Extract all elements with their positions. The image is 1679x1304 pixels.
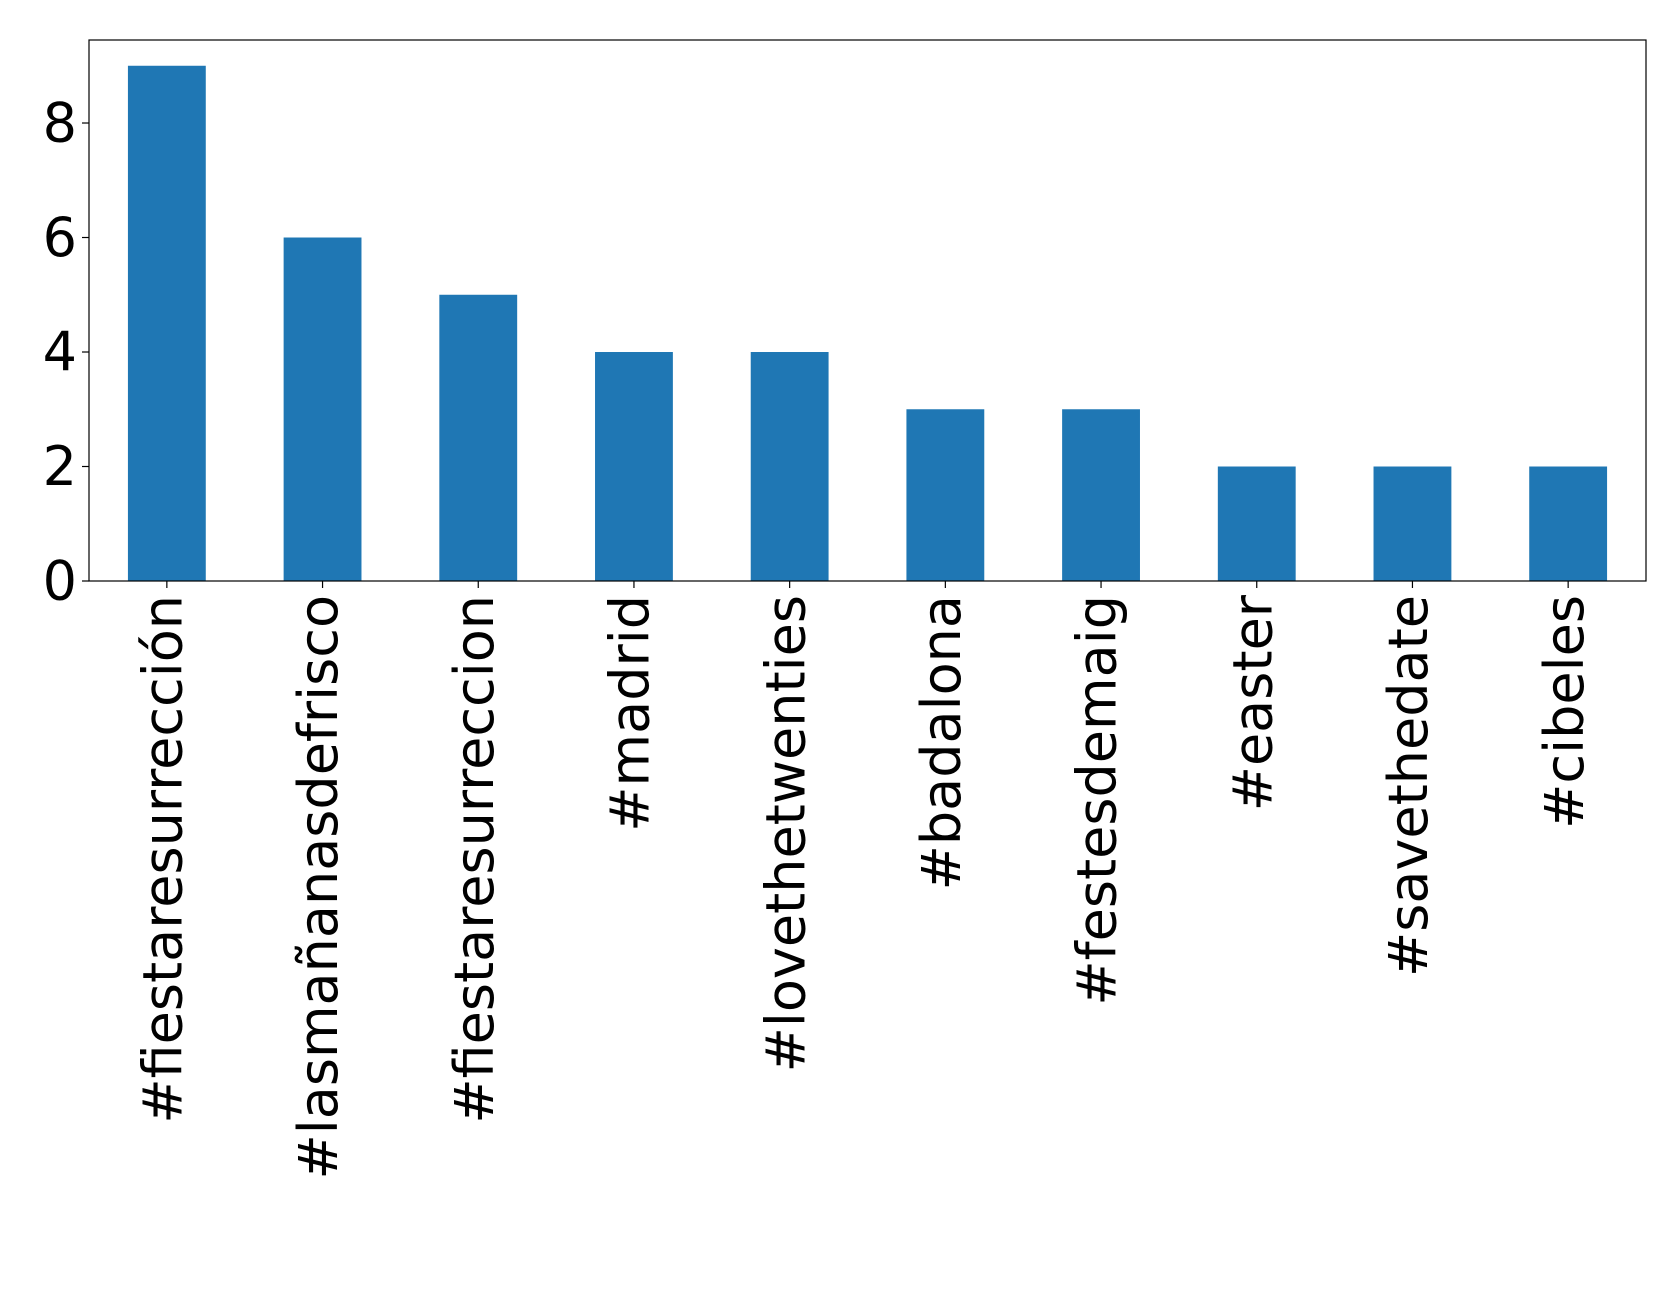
x-tick-label: #cibeles: [1533, 595, 1596, 829]
x-tick-label: #lovethetwenties: [754, 595, 817, 1072]
x-tick-label: #lasmañanasdefrisco: [287, 595, 350, 1180]
bar: [595, 352, 673, 581]
bar: [1373, 466, 1452, 581]
x-tick-label: #badalona: [910, 595, 973, 890]
bar: [1529, 466, 1608, 581]
x-tick-label: #savethedate: [1377, 595, 1440, 977]
y-tick-label: 6: [43, 206, 77, 269]
bar: [906, 409, 985, 581]
x-tick-label: #fiestaresurrección: [131, 595, 194, 1124]
plot-frame: [88, 39, 1647, 582]
x-tick-label: #easter: [1221, 594, 1284, 811]
bar: [439, 294, 518, 581]
x-tick-label: #festesdemaig: [1066, 595, 1129, 1006]
bar: [1217, 466, 1296, 581]
y-tick-label: 4: [43, 321, 77, 384]
bar: [127, 65, 206, 581]
y-tick-label: 2: [43, 435, 77, 498]
bar: [1062, 409, 1140, 581]
y-tick-label: 0: [43, 550, 77, 613]
bar: [283, 237, 362, 581]
bar: [750, 352, 829, 581]
y-tick-label: 8: [43, 92, 77, 155]
x-tick-label: #madrid: [599, 595, 662, 832]
x-tick-label: #fiestaresurreccion: [443, 595, 506, 1124]
